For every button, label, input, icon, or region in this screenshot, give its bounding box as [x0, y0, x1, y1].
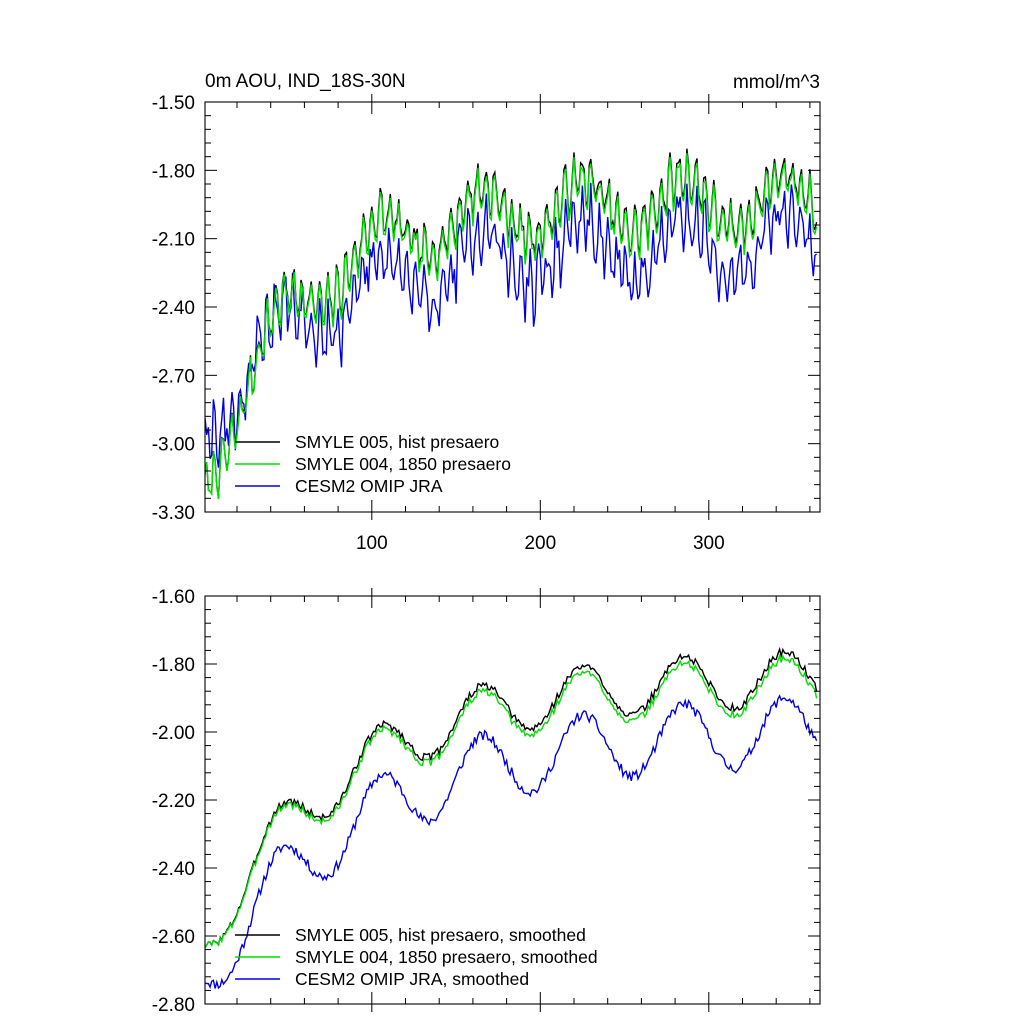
legend-label-omip: CESM2 OMIP JRA, smoothed [295, 969, 529, 989]
y-tick-label: -2.40 [152, 298, 195, 319]
legend-label-p1850: SMYLE 004, 1850 presaero [295, 454, 511, 474]
y-tick-label: -2.00 [152, 723, 195, 744]
y-tick-label: -1.50 [152, 93, 195, 114]
legend-label-hist: SMYLE 005, hist presaero, smoothed [295, 925, 586, 945]
y-tick-label: -1.80 [152, 655, 195, 676]
y-tick-label: -2.70 [152, 366, 195, 387]
y-tick-label: -3.30 [152, 503, 195, 524]
y-tick-label: -2.10 [152, 230, 195, 251]
legend-label-p1850: SMYLE 004, 1850 presaero, smoothed [295, 947, 598, 967]
units-label: mmol/m^3 [733, 72, 820, 93]
legend-label-omip: CESM2 OMIP JRA [295, 476, 443, 496]
x-tick-label: 200 [524, 533, 556, 554]
y-tick-label: -2.40 [152, 859, 195, 880]
series-line-p1850 [205, 653, 818, 949]
series-line-hist [205, 646, 818, 949]
x-tick-label: 100 [356, 533, 388, 554]
series-line-omip [205, 182, 818, 468]
x-tick-label: 300 [693, 533, 725, 554]
y-tick-label: -2.60 [152, 927, 195, 948]
y-tick-label: -1.60 [152, 587, 195, 608]
y-tick-label: -1.80 [152, 161, 195, 182]
y-tick-label: -2.80 [152, 995, 195, 1016]
y-tick-label: -2.20 [152, 791, 195, 812]
legend-label-hist: SMYLE 005, hist presaero [295, 432, 499, 452]
series-line-omip [205, 694, 818, 990]
y-tick-label: -3.00 [152, 435, 195, 456]
monthly-panel: -1.50 -1.80 -2.10 -2.40 -2.70 -3.00 -3.30 100 20… [152, 93, 821, 554]
series-line-p1850 [205, 153, 818, 500]
smoothed-panel: -1.60 -1.80 -2.00 -2.20 -2.40 -2.60 -2.80 SMYLE… [152, 587, 821, 1016]
chart-title: 0m AOU, IND_18S-30N [205, 71, 406, 92]
